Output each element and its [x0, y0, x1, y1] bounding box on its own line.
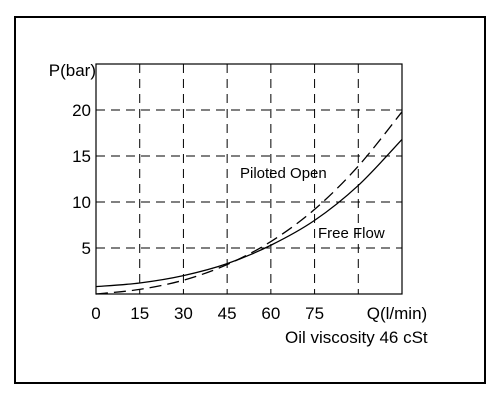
x-tick-label: 60 [261, 304, 280, 323]
series-layer [95, 111, 403, 295]
viscosity-note: Oil viscosity 46 cSt [285, 328, 428, 347]
series-label-piloted-open: Piloted Open [240, 165, 327, 182]
y-tick-label: 15 [72, 147, 91, 166]
x-tick-label: 0 [91, 304, 100, 323]
x-tick-label: 45 [218, 304, 237, 323]
plot-area-border [95, 63, 403, 295]
x-tick-label: 75 [305, 304, 324, 323]
tick-labels: 0 15 30 45 60 75 5 10 15 20 [72, 101, 324, 323]
y-tick-label: 20 [72, 101, 91, 120]
y-tick-label: 5 [82, 239, 91, 258]
grid [96, 64, 402, 294]
series-label-free-flow: Free Flow [318, 225, 385, 242]
x-tick-label: 30 [174, 304, 193, 323]
y-axis-label: P(bar) [49, 61, 96, 80]
series-line-piloted-open [95, 111, 403, 295]
chart-frame [14, 16, 486, 384]
series-line-free-flow [95, 138, 403, 288]
x-axis-label: Q(l/min) [367, 304, 427, 323]
y-tick-label: 10 [72, 193, 91, 212]
x-tick-label: 15 [130, 304, 149, 323]
